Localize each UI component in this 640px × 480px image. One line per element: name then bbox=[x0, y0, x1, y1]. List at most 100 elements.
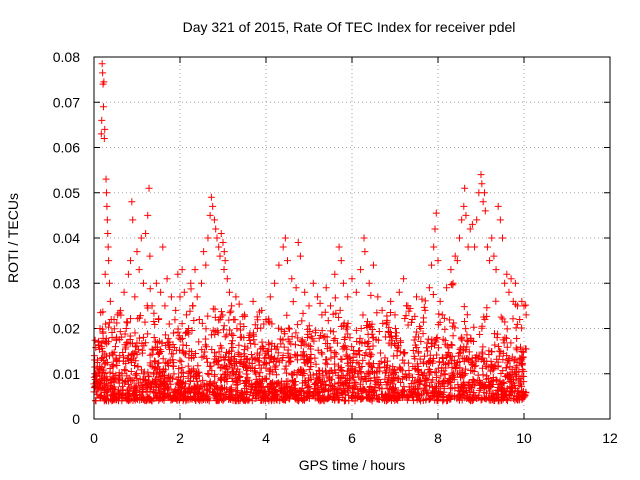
data-point bbox=[219, 385, 227, 393]
data-point bbox=[507, 339, 515, 347]
data-point bbox=[381, 354, 389, 362]
data-point bbox=[433, 351, 441, 359]
data-point bbox=[189, 365, 197, 373]
data-point bbox=[362, 393, 370, 401]
data-point bbox=[497, 348, 505, 356]
data-point bbox=[151, 380, 159, 388]
data-point bbox=[499, 379, 507, 387]
data-point bbox=[440, 385, 448, 393]
data-point bbox=[420, 389, 428, 397]
data-point bbox=[511, 381, 519, 389]
data-point bbox=[508, 353, 516, 361]
data-point bbox=[427, 340, 435, 348]
data-point bbox=[458, 216, 466, 224]
data-point bbox=[296, 252, 304, 260]
data-point bbox=[343, 353, 351, 361]
data-point bbox=[286, 325, 294, 333]
data-point bbox=[152, 375, 160, 383]
data-point bbox=[518, 396, 526, 404]
data-point bbox=[447, 266, 455, 274]
data-point bbox=[178, 364, 186, 372]
data-point bbox=[195, 338, 203, 346]
data-point bbox=[214, 329, 222, 337]
data-point bbox=[109, 351, 117, 359]
data-point bbox=[305, 383, 313, 391]
data-point bbox=[142, 229, 150, 237]
data-point bbox=[392, 329, 400, 337]
data-point bbox=[473, 351, 481, 359]
data-point bbox=[119, 382, 127, 390]
data-point bbox=[396, 348, 404, 356]
data-point bbox=[292, 284, 300, 292]
data-point bbox=[361, 248, 369, 256]
data-point bbox=[436, 297, 444, 305]
data-point bbox=[163, 275, 171, 283]
data-point bbox=[470, 362, 478, 370]
data-point bbox=[411, 377, 419, 385]
data-point bbox=[99, 329, 107, 337]
data-point bbox=[91, 336, 99, 344]
data-point bbox=[209, 326, 217, 334]
data-point bbox=[150, 334, 158, 342]
data-point bbox=[505, 356, 513, 364]
data-point bbox=[197, 381, 205, 389]
data-point bbox=[120, 288, 128, 296]
data-point bbox=[424, 335, 432, 343]
data-point bbox=[189, 302, 197, 310]
data-point bbox=[211, 371, 219, 379]
data-point bbox=[449, 322, 457, 330]
data-point bbox=[361, 374, 369, 382]
data-point bbox=[348, 275, 356, 283]
data-point bbox=[478, 364, 486, 372]
data-point bbox=[500, 339, 508, 347]
data-point bbox=[341, 333, 349, 341]
data-point bbox=[216, 342, 224, 350]
data-point bbox=[342, 379, 350, 387]
data-point bbox=[522, 301, 530, 309]
data-point bbox=[490, 252, 498, 260]
data-point bbox=[421, 297, 429, 305]
data-point bbox=[386, 309, 394, 317]
data-point bbox=[357, 266, 365, 274]
data-point bbox=[356, 364, 364, 372]
data-point bbox=[432, 335, 440, 343]
data-point bbox=[102, 175, 110, 183]
data-point bbox=[503, 343, 511, 351]
data-point bbox=[316, 299, 324, 307]
data-point bbox=[276, 387, 284, 395]
data-point bbox=[430, 243, 438, 251]
data-point bbox=[359, 376, 367, 384]
data-point bbox=[263, 375, 271, 383]
data-point bbox=[427, 368, 435, 376]
data-point bbox=[316, 367, 324, 375]
data-point bbox=[123, 396, 131, 404]
data-point bbox=[249, 297, 257, 305]
data-point bbox=[176, 356, 184, 364]
data-point bbox=[242, 382, 250, 390]
data-point bbox=[468, 380, 476, 388]
data-point bbox=[288, 370, 296, 378]
data-point bbox=[494, 202, 502, 210]
data-point bbox=[461, 184, 469, 192]
data-point bbox=[357, 369, 365, 377]
data-point bbox=[410, 352, 418, 360]
data-point bbox=[116, 307, 124, 315]
data-point bbox=[279, 243, 287, 251]
data-point bbox=[198, 353, 206, 361]
data-point bbox=[490, 330, 498, 338]
data-point bbox=[198, 279, 205, 287]
data-point bbox=[326, 367, 334, 375]
data-point bbox=[362, 375, 370, 383]
data-point bbox=[492, 297, 500, 305]
data-point bbox=[415, 371, 423, 379]
data-point bbox=[284, 349, 292, 357]
data-point bbox=[177, 358, 185, 366]
data-point bbox=[494, 383, 502, 391]
data-point bbox=[131, 362, 139, 370]
data-point bbox=[457, 335, 465, 343]
data-point bbox=[411, 341, 419, 349]
y-tick-label: 0.06 bbox=[53, 140, 80, 156]
data-point bbox=[150, 370, 158, 378]
data-point bbox=[378, 385, 386, 393]
data-point bbox=[518, 359, 526, 367]
